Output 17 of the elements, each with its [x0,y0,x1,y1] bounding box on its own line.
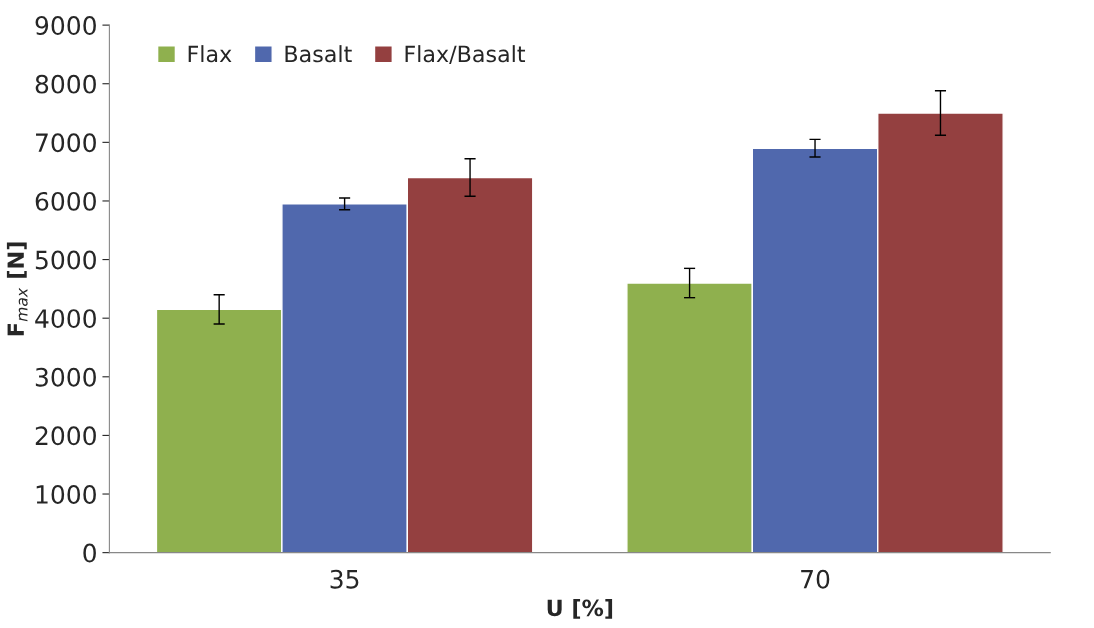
y-tick-label: 7000 [36,133,96,153]
y-axis-title: F$_{max}$ [N] [6,242,28,336]
y-tick-label: 9000 [35,16,96,35]
y-tick-label: 8000 [35,74,96,94]
x-tick-label: 35 [330,569,359,589]
y-tick-label: 2000 [35,426,96,446]
y-tick-label: 1000 [36,484,96,504]
y-tick-label: 3000 [35,367,96,387]
y-tick-label: 6000 [35,191,96,211]
y-tick-label: 4000 [35,309,96,329]
y-tick-label: 0 [83,543,96,563]
legend-label: Basalt [285,45,352,63]
y-tick-label: 5000 [35,250,96,270]
x-tick-label: 70 [801,569,830,589]
legend-label: Flax [188,45,232,63]
legend-label: Flax/Basalt [405,45,526,65]
x-axis-title: U [%] [547,599,613,619]
